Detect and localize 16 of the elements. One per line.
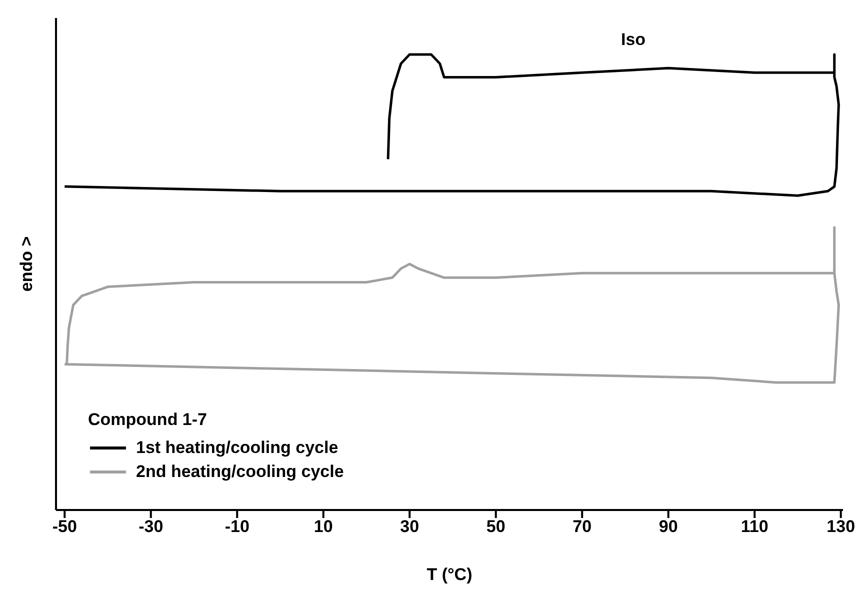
text: Iso [621,30,646,50]
x-tick-label: 70 [572,517,592,536]
x-axis-title: T (°C) [426,565,472,584]
x-tick-label: 110 [740,517,768,536]
x-tick-label: 90 [658,517,678,536]
y-axis-title: endo > [17,236,36,292]
x-tick-label: 10 [314,517,333,536]
legend-title: Compound 1-7 [88,409,208,431]
legend-label: 1st heating/cooling cycle [136,437,338,459]
x-tick-label: -10 [224,517,250,536]
legend-label: 2nd heating/cooling cycle [136,461,344,483]
x-tick-label: 30 [400,517,420,536]
x-tick-label: -30 [138,517,164,536]
x-tick-label: 50 [486,517,506,536]
x-tick-label: 130 [826,517,856,536]
x-tick-label: -50 [52,517,77,536]
